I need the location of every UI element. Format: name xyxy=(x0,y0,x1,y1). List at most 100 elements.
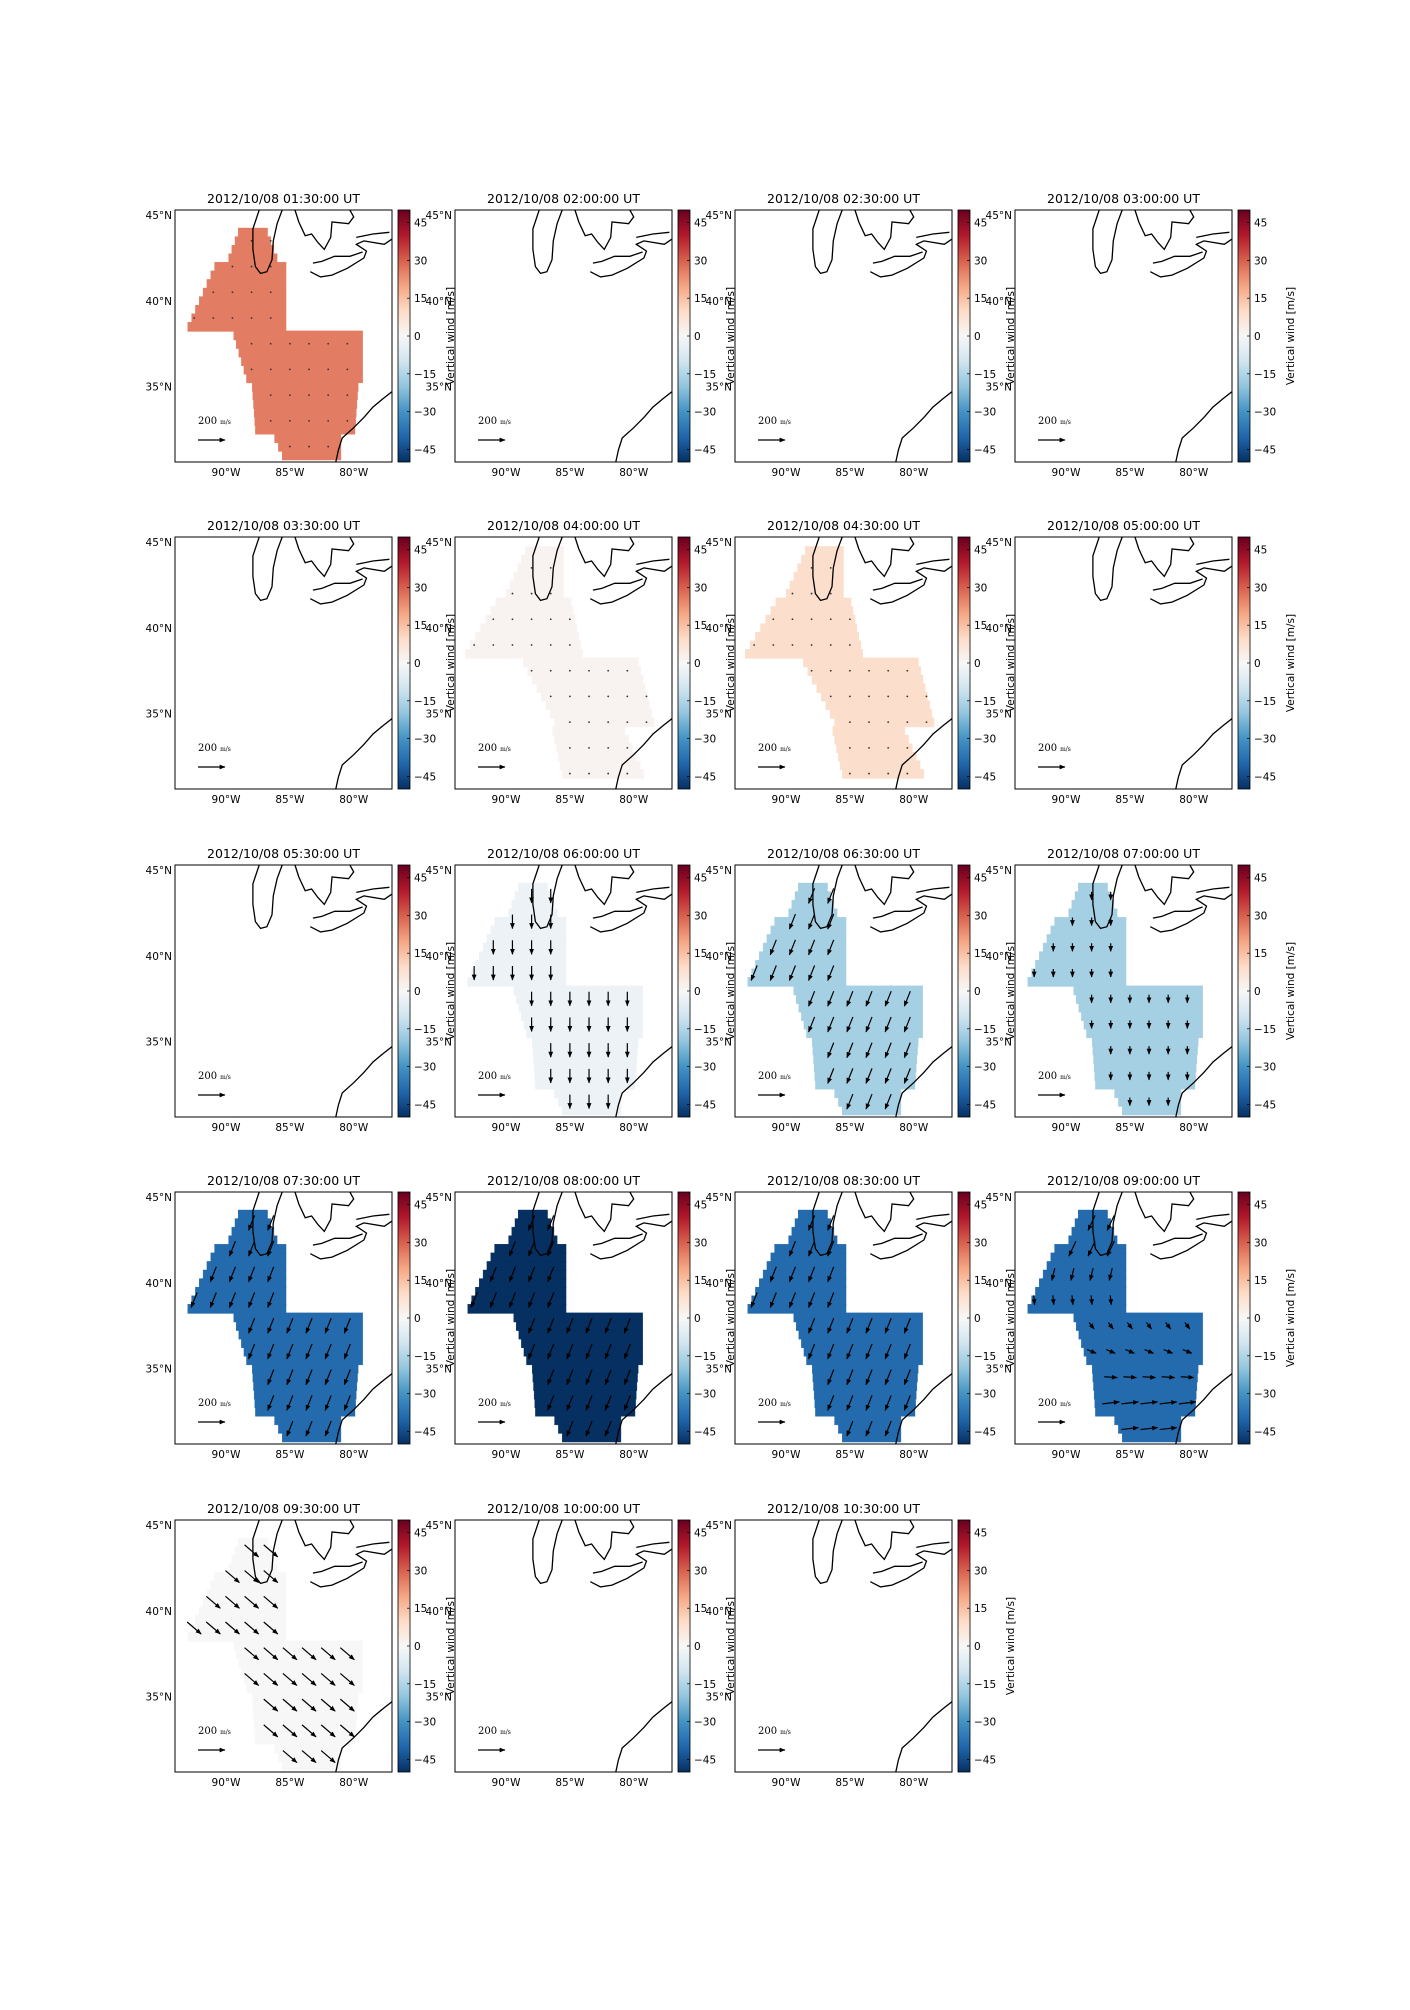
wind-vector xyxy=(225,1595,240,1609)
scale-unit: m/s xyxy=(780,1074,791,1081)
map-frame xyxy=(174,864,393,1118)
wind-vector xyxy=(788,913,796,930)
wind-vector xyxy=(887,772,890,775)
coastline xyxy=(1072,788,1074,789)
wind-vector xyxy=(846,1420,854,1437)
wind-vector xyxy=(301,1750,317,1764)
colorbar-tick-label: 45 xyxy=(414,873,427,885)
vertical-wind-cell xyxy=(1083,1019,1203,1030)
colorbar-tick-label: 15 xyxy=(694,1603,707,1615)
colorbar-label: Vertical wind [m/s] xyxy=(445,942,457,1040)
lat-tick-label: 45°N xyxy=(426,210,452,222)
colorbar-tick-label: 15 xyxy=(694,293,707,305)
wind-vector xyxy=(568,721,571,724)
wind-vector xyxy=(788,1240,796,1257)
colorbar-tick-label: 0 xyxy=(974,658,981,670)
vertical-wind-cell xyxy=(202,1597,287,1608)
lon-tick-label: 80°W xyxy=(619,1449,649,1461)
coastline xyxy=(512,1116,514,1117)
lon-tick-label: 80°W xyxy=(899,1777,929,1789)
vertical-wind-cell xyxy=(793,571,844,582)
coastline xyxy=(335,1701,392,1772)
colorbar-tick-label: 45 xyxy=(414,1528,427,1540)
vertical-wind-cell xyxy=(745,649,863,659)
vertical-wind-cell xyxy=(521,1011,643,1021)
vertical-wind-cell xyxy=(533,1389,637,1400)
wind-vector xyxy=(286,1369,294,1386)
vertical-wind-cell xyxy=(1092,1364,1199,1374)
wind-vector xyxy=(228,1266,236,1283)
colorbar-tick-label: 45 xyxy=(1254,218,1267,230)
wind-vector xyxy=(884,1042,892,1059)
wind-vector xyxy=(547,1240,555,1257)
colorbar-tick-label: 15 xyxy=(974,620,987,632)
colorbar: 45 30 15 0 −15 −30 −45 Vertical wind [m/s] xyxy=(1237,536,1297,790)
wind-vector xyxy=(530,592,533,595)
scale-value: 200 xyxy=(478,1398,497,1409)
scale-unit: m/s xyxy=(500,419,511,426)
colorbar: 45 30 15 0 −15 −30 −45 Vertical wind [m/s] xyxy=(677,864,737,1118)
wind-vector xyxy=(320,1724,336,1738)
coastline xyxy=(615,1046,672,1117)
wind-vector xyxy=(305,1343,313,1360)
scale-value: 200 xyxy=(478,1726,497,1737)
wind-vector xyxy=(286,1420,294,1437)
map-frame xyxy=(1014,536,1233,790)
wind-vector xyxy=(511,644,514,646)
coastline xyxy=(294,1520,355,1561)
lon-tick-label: 85°W xyxy=(555,1777,585,1789)
map-panel: 2012/10/08 09:30:00 UT 45°N 40°N 35°N 90°W 85… xyxy=(146,1501,457,1789)
colorbar-tick-label: −45 xyxy=(974,771,996,783)
lat-tick-label: 45°N xyxy=(146,537,172,549)
lat-tick-label: 35°N xyxy=(146,1692,172,1704)
vertical-wind-cell xyxy=(812,1364,919,1374)
vertical-wind-cell xyxy=(274,433,342,444)
wind-vector xyxy=(244,1570,260,1584)
colorbar-tick-label: −45 xyxy=(414,771,436,783)
wind-vector xyxy=(1144,1349,1155,1354)
wind-vector xyxy=(827,1343,835,1360)
colorbar-tick-label: 0 xyxy=(414,658,421,670)
scale-label: 200 m/s xyxy=(758,1071,791,1082)
scale-value: 200 xyxy=(478,416,497,427)
vertical-wind-cell xyxy=(465,649,583,659)
map-frame xyxy=(174,1519,393,1773)
coastline xyxy=(872,1233,923,1246)
wind-vector xyxy=(547,1292,555,1309)
vertical-wind-cell xyxy=(554,734,629,745)
lat-tick-label: 35°N xyxy=(146,382,172,394)
lon-tick-label: 85°W xyxy=(835,794,865,806)
map-area xyxy=(1027,1192,1232,1444)
wind-vector xyxy=(887,721,890,724)
wind-vector xyxy=(827,990,835,1007)
colorbar-tick-label: −45 xyxy=(974,1754,996,1766)
wind-vector xyxy=(549,695,552,698)
wind-vector xyxy=(263,1647,279,1661)
vertical-wind-cell xyxy=(760,623,858,633)
map-panel: 2012/10/08 02:00:00 UT 45°N 40°N 35°N 90°W 85… xyxy=(426,191,737,479)
wind-vector xyxy=(1165,1322,1172,1330)
colorbar-label: Vertical wind [m/s] xyxy=(445,1269,457,1367)
coastline xyxy=(636,558,670,566)
colorbar-tick-label: 45 xyxy=(694,1200,707,1212)
lon-tick-label: 90°W xyxy=(772,1777,802,1789)
vertical-wind-cell xyxy=(532,1372,638,1383)
colorbar: 45 30 15 0 −15 −30 −45 Vertical wind [m/s] xyxy=(957,864,1017,1118)
vertical-wind-cell xyxy=(545,700,650,711)
vertical-wind-cell xyxy=(834,1415,902,1426)
vertical-wind-cell xyxy=(789,580,844,591)
wind-vector xyxy=(244,1544,260,1558)
wind-vector xyxy=(492,618,495,621)
wind-vector xyxy=(788,939,796,956)
wind-vector xyxy=(829,618,832,621)
coastline xyxy=(636,1213,670,1221)
coastline xyxy=(1092,865,1123,930)
coastline xyxy=(310,893,392,933)
vertical-wind-cell xyxy=(228,253,278,264)
wind-vector xyxy=(827,1395,835,1411)
scale-value: 200 xyxy=(758,416,777,427)
scale-unit: m/s xyxy=(780,746,791,753)
vertical-wind-cell xyxy=(482,1269,567,1280)
wind-vector xyxy=(320,1672,336,1686)
coastline xyxy=(294,865,355,906)
